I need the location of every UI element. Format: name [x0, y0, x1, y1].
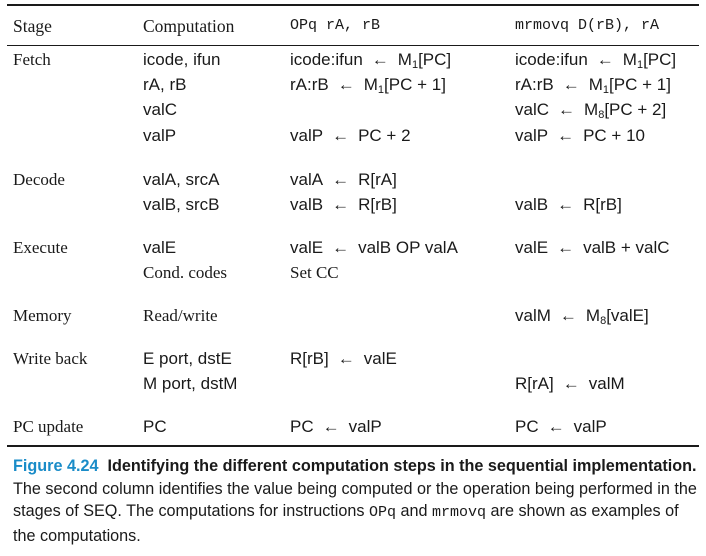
assign-arrow: ← — [332, 238, 350, 257]
header-stage: Stage — [13, 16, 52, 36]
comp-pc: PC — [143, 417, 167, 436]
opq-execute-vale: valE ← valB OP valA — [290, 236, 458, 260]
mrmovq-write-back: R[rA] ← valM — [515, 372, 625, 396]
opq-decode-vala: valA ← R[rA] — [290, 168, 397, 192]
assign-arrow: ← — [547, 417, 565, 436]
mrmovq-fetch-valp: valP ← PC + 10 — [515, 124, 645, 148]
figure-caption: Figure 4.24 Identifying the different co… — [13, 457, 697, 545]
assign-arrow: ← — [557, 126, 575, 145]
assign-arrow: ← — [371, 50, 389, 69]
table-bottom-rule — [7, 445, 699, 447]
opq-fetch-valp: valP ← PC + 2 — [290, 124, 411, 148]
assign-arrow: ← — [559, 306, 577, 325]
stage-execute: Execute — [13, 238, 68, 257]
assign-arrow: ← — [557, 238, 575, 257]
caption-opq: OPq — [369, 504, 397, 521]
caption-text: The second column identifies the value b… — [13, 479, 697, 521]
figure-title: Identifying the different computation st… — [107, 457, 697, 475]
stage-memory: Memory — [13, 306, 72, 325]
comp-e-port: E port, dstE — [143, 349, 232, 368]
assign-arrow: ← — [332, 170, 350, 189]
header-mrmovq: mrmovq D(rB), rA — [515, 17, 660, 34]
mrmovq-fetch-valc: valC ← M8[PC + 2] — [515, 100, 667, 121]
comp-cond-codes: Cond. codes — [143, 263, 228, 282]
opq-decode-valb: valB ← R[rB] — [290, 193, 397, 217]
assign-arrow: ← — [557, 195, 575, 214]
assign-arrow: ← — [337, 349, 355, 368]
comp-valp: valP — [143, 126, 177, 145]
assign-arrow: ← — [562, 374, 580, 393]
opq-execute-setcc: Set CC — [290, 263, 339, 282]
stage-write-back: Write back — [13, 349, 88, 368]
mrmovq-memory-valm: valM ← M8[valE] — [515, 306, 649, 327]
opq-write-back: R[rB] ← valE — [290, 347, 397, 371]
stage-pc-update: PC update — [13, 417, 84, 436]
opq-fetch-icode: icode:ifun ← M1[PC] — [290, 50, 452, 71]
mrmovq-fetch-regs: rA:rB ← M1[PC + 1] — [515, 75, 671, 96]
comp-read-write: Read/write — [143, 306, 218, 325]
assign-arrow: ← — [596, 50, 614, 69]
assign-arrow: ← — [332, 126, 350, 145]
table-top-rule — [7, 4, 699, 6]
assign-arrow: ← — [562, 75, 580, 94]
comp-m-port: M port, dstM — [143, 374, 238, 393]
stage-fetch: Fetch — [13, 50, 51, 69]
table-header-rule — [7, 45, 699, 46]
comp-vale: valE — [143, 238, 177, 257]
mrmovq-pc-update: PC ← valP — [515, 415, 607, 439]
assign-arrow: ← — [322, 417, 340, 436]
comp-valc: valC — [143, 100, 178, 119]
assign-arrow: ← — [337, 75, 355, 94]
assign-arrow: ← — [558, 100, 576, 119]
mrmovq-decode-valb: valB ← R[rB] — [515, 193, 622, 217]
opq-fetch-regs: rA:rB ← M1[PC + 1] — [290, 75, 446, 96]
comp-valb-srcb: valB, srcB — [143, 195, 220, 214]
comp-vala-srca: valA, srcA — [143, 170, 220, 189]
stage-decode: Decode — [13, 170, 65, 189]
comp-icode-ifun: icode, ifun — [143, 50, 221, 69]
header-opq: OPq rA, rB — [290, 17, 381, 34]
comp-ra-rb: rA, rB — [143, 75, 187, 94]
mrmovq-execute-vale: valE ← valB + valC — [515, 236, 670, 260]
assign-arrow: ← — [332, 195, 350, 214]
header-computation: Computation — [143, 16, 235, 36]
mrmovq-fetch-icode: icode:ifun ← M1[PC] — [515, 50, 677, 71]
figure-label: Figure 4.24 — [13, 457, 99, 475]
opq-pc-update: PC ← valP — [290, 415, 382, 439]
caption-mrmovq: mrmovq — [432, 504, 487, 521]
